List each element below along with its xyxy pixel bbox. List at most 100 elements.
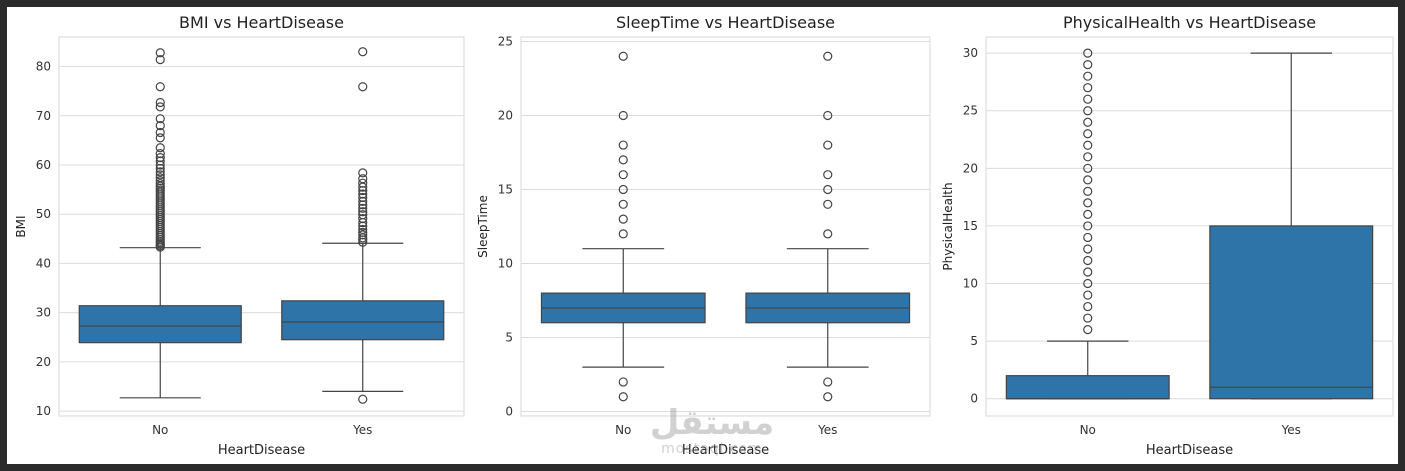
outlier-point bbox=[358, 224, 368, 235]
y-tick-label: 60 bbox=[36, 158, 51, 172]
y-tick-label: 80 bbox=[36, 60, 51, 74]
plot-area bbox=[520, 36, 931, 417]
outlier-point bbox=[1083, 71, 1093, 81]
iqr-box bbox=[1209, 225, 1374, 400]
outlier-point bbox=[823, 184, 833, 195]
outlier-point bbox=[155, 167, 165, 177]
x-tick-label: No bbox=[1080, 423, 1096, 437]
outlier-point bbox=[155, 176, 165, 186]
outlier-point bbox=[358, 174, 368, 184]
outlier-point bbox=[358, 178, 368, 188]
outlier-point bbox=[1083, 313, 1093, 323]
y-axis-label: BMI bbox=[14, 215, 28, 237]
chart-panel-1: 10 20 30 40 50 60 70 80 No Yes BMI vs HeartDisease… bbox=[14, 13, 465, 458]
outlier-point bbox=[358, 203, 368, 213]
outlier-point bbox=[1083, 290, 1093, 300]
outlier-point bbox=[1083, 186, 1093, 196]
outlier-point bbox=[1083, 244, 1093, 254]
outlier-point bbox=[1083, 267, 1093, 277]
box-no bbox=[1005, 48, 1170, 400]
y-axis-label: PhysicalHealth bbox=[941, 182, 955, 270]
outlier-point bbox=[823, 170, 833, 180]
x-axis-label: HeartDisease bbox=[682, 443, 769, 458]
outlier-point bbox=[358, 200, 368, 210]
outlier-point bbox=[823, 392, 833, 402]
outlier-point bbox=[1083, 94, 1093, 104]
y-tick-label: 20 bbox=[498, 108, 513, 122]
outlier-point bbox=[155, 163, 165, 174]
outlier-point bbox=[358, 82, 368, 92]
y-axis-label: SleepTime bbox=[476, 195, 490, 258]
outlier-point bbox=[618, 214, 628, 224]
y-tick-label: 25 bbox=[963, 104, 978, 118]
y-tick-label: 20 bbox=[963, 161, 978, 175]
outlier-point bbox=[1083, 325, 1093, 335]
y-tick-label: 0 bbox=[505, 405, 513, 419]
outlier-point bbox=[358, 192, 368, 203]
x-tick-label: Yes bbox=[352, 423, 372, 437]
plot-area bbox=[58, 36, 465, 417]
outlier-point bbox=[618, 170, 628, 180]
outlier-point bbox=[618, 110, 628, 121]
y-tick-label: 15 bbox=[498, 182, 513, 196]
outlier-point bbox=[1083, 198, 1093, 208]
outlier-point bbox=[358, 394, 368, 404]
outlier-point bbox=[358, 207, 368, 217]
outlier-point bbox=[155, 114, 165, 124]
outlier-point bbox=[823, 140, 833, 150]
outlier-point bbox=[358, 214, 368, 224]
outlier-point bbox=[358, 230, 368, 240]
y-tick-label: 5 bbox=[970, 334, 978, 348]
chart-title: PhysicalHealth vs HeartDisease bbox=[1063, 13, 1316, 32]
box-yes bbox=[281, 47, 445, 404]
chart-panel-3: 0 5 10 15 20 25 30 No Yes PhysicalHealth vs Heart… bbox=[941, 13, 1394, 458]
x-tick-label: No bbox=[152, 423, 168, 437]
figure: 10 20 30 40 50 60 70 80 No Yes BMI vs HeartDisease… bbox=[7, 7, 1398, 464]
x-axis-label: HeartDisease bbox=[1146, 443, 1233, 458]
outlier-point bbox=[618, 377, 628, 387]
outlier-point bbox=[155, 149, 165, 159]
y-tick-label: 10 bbox=[498, 257, 513, 271]
y-tick-label: 0 bbox=[970, 392, 978, 406]
outlier-point bbox=[1083, 163, 1093, 173]
outlier-point bbox=[618, 229, 628, 239]
outlier-point bbox=[155, 179, 165, 189]
outlier-point bbox=[155, 102, 165, 112]
outlier-point bbox=[358, 210, 368, 220]
iqr-box bbox=[281, 300, 445, 341]
outlier-point bbox=[155, 173, 165, 183]
outlier-point bbox=[358, 237, 368, 247]
y-tick-label: 10 bbox=[963, 277, 978, 291]
outlier-point bbox=[155, 143, 165, 153]
outlier-point bbox=[1083, 48, 1093, 58]
outlier-point bbox=[1083, 221, 1093, 231]
y-tick-label: 5 bbox=[505, 331, 513, 345]
outlier-point bbox=[155, 152, 165, 163]
y-tick-label: 15 bbox=[963, 219, 978, 233]
x-tick-label: Yes bbox=[817, 423, 837, 437]
y-tick-label: 70 bbox=[36, 109, 51, 123]
y-tick-label: 20 bbox=[36, 355, 51, 369]
chart-panel-2: 0 5 10 15 20 25 No Yes SleepTime vs HeartDisease… bbox=[476, 13, 931, 458]
outlier-point bbox=[1083, 209, 1093, 220]
outlier-point bbox=[155, 97, 165, 108]
chart-title: BMI vs HeartDisease bbox=[179, 13, 344, 32]
outlier-point bbox=[155, 170, 165, 180]
chart-title: SleepTime vs HeartDisease bbox=[616, 13, 835, 32]
outlier-point bbox=[823, 229, 833, 239]
outlier-point bbox=[1083, 117, 1093, 127]
x-axis-label: HeartDisease bbox=[218, 443, 305, 458]
outlier-point bbox=[1083, 278, 1093, 289]
outlier-point bbox=[1083, 152, 1093, 162]
outlier-point bbox=[1083, 232, 1093, 243]
outlier-point bbox=[155, 133, 165, 143]
box-no bbox=[540, 51, 706, 402]
outlier-point bbox=[618, 140, 628, 150]
outlier-point bbox=[358, 185, 368, 196]
outlier-point bbox=[1083, 301, 1093, 312]
outlier-point bbox=[155, 55, 165, 65]
outlier-point bbox=[1083, 106, 1093, 116]
y-tick-label: 50 bbox=[36, 207, 51, 221]
outlier-point bbox=[1083, 175, 1093, 185]
